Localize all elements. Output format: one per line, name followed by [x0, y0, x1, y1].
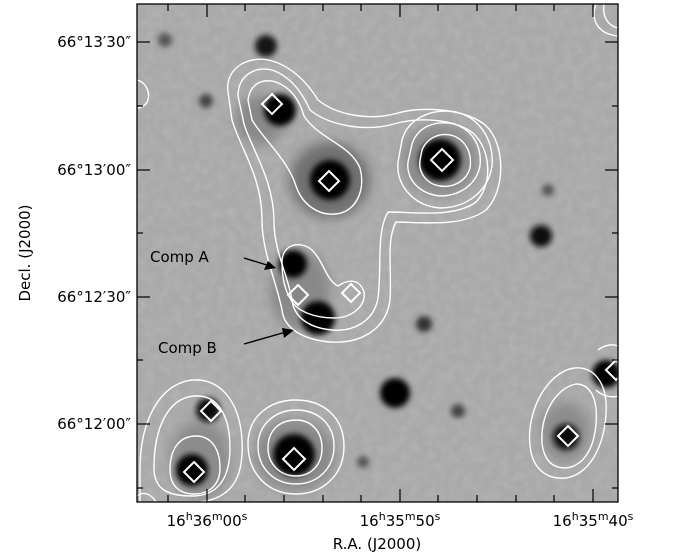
sky-noise	[137, 4, 618, 502]
source-edge-east	[592, 360, 618, 388]
plot-frame	[136, 3, 619, 503]
annotation-label: Comp A	[150, 248, 210, 266]
source-small-4	[158, 33, 172, 47]
contour-edge-ne	[593, 4, 618, 37]
marker-diamond	[556, 424, 580, 448]
diamond-markers	[182, 92, 618, 484]
annotation-comp-b: Comp B	[158, 328, 294, 357]
contour-complex-inner	[247, 80, 363, 215]
source-comp-a	[279, 250, 307, 278]
marker-diamond	[317, 169, 341, 193]
source-southwest-2	[176, 454, 208, 486]
annotation-comp-a: Comp A	[150, 248, 276, 270]
y-axis-title: Decl. (J2000)	[16, 204, 34, 301]
y-tick-label: 66°13′00″	[57, 161, 131, 179]
source-comp-b	[301, 301, 335, 335]
marker-diamond	[260, 92, 284, 116]
image-panel	[137, 4, 618, 502]
contour-edge-sw	[137, 492, 157, 502]
contour-south-inner	[267, 419, 323, 477]
contour-complex-mid	[237, 68, 489, 331]
source-small-3	[357, 456, 369, 468]
marker-diamond	[429, 147, 455, 173]
marker-diamond	[281, 446, 307, 472]
source-south-mid	[380, 378, 410, 408]
contour-sw-inner	[169, 435, 221, 495]
source-east-small	[530, 225, 552, 247]
contour-sw-mid	[153, 395, 231, 497]
annotation-label: Comp B	[158, 339, 217, 357]
contour-east-outer	[397, 110, 493, 209]
contour-complex-outer	[227, 58, 502, 343]
arrow-head	[282, 328, 294, 338]
y-tick-label: 66°13′30″	[57, 33, 131, 51]
source-small-1	[199, 94, 213, 108]
source-south-bright	[273, 434, 315, 476]
source-mid	[416, 316, 432, 332]
x-axis-title: R.A. (J2000)	[333, 535, 422, 553]
radio-contours	[137, 4, 618, 502]
contour-sw-outer	[139, 379, 243, 502]
contour-edge-east	[595, 344, 618, 398]
source-bright-east	[419, 139, 461, 181]
y-tick-labels: 66°13′30″ 66°13′00″ 66°12′30″ 66°12′00″	[57, 33, 131, 433]
annotation-arrow	[243, 331, 287, 345]
axis-ticks	[137, 4, 618, 502]
y-tick-label: 66°12′30″	[57, 288, 131, 306]
x-tick-label: 16h35m40s	[553, 510, 634, 530]
source-central	[310, 160, 350, 200]
x-tick-label: 16h36m00s	[167, 510, 248, 530]
arrow-head	[264, 261, 276, 270]
point-sources	[158, 33, 618, 486]
x-tick-label: 16h35m50s	[360, 510, 441, 530]
source-north	[255, 35, 277, 57]
marker-diamond	[286, 283, 310, 307]
contour-edge-west	[137, 79, 150, 109]
source-a1	[264, 94, 296, 126]
marker-diamond	[182, 460, 206, 484]
contour-south-mid	[257, 409, 335, 485]
contour-se-mid	[541, 383, 598, 469]
y-tick-label: 66°12′00″	[57, 415, 131, 433]
contour-east-mid	[407, 122, 481, 197]
annotation-arrow	[243, 257, 271, 267]
source-small-2	[451, 404, 465, 418]
source-small-5	[542, 184, 554, 196]
contour-se-outer	[528, 367, 607, 479]
contour-east-inner	[419, 133, 472, 188]
x-tick-labels: 16h36m00s 16h35m50s 16h35m40s	[167, 510, 634, 530]
marker-diamond	[340, 282, 362, 304]
contour-south-outer	[247, 399, 345, 495]
marker-diamond	[604, 358, 618, 382]
marker-diamond	[199, 399, 223, 423]
